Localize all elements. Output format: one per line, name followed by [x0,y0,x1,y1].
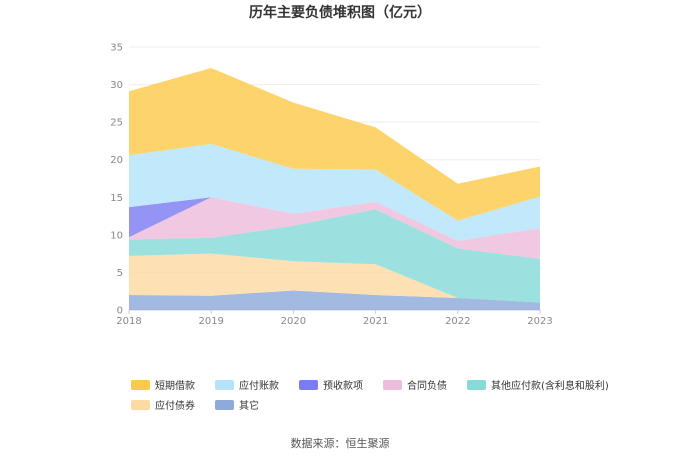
chart-title: 历年主要负债堆积图（亿元） [249,4,431,21]
legend-swatch [131,380,150,390]
legend-label: 其他应付款(含利息和股利) [491,379,609,392]
legend-label: 其它 [239,399,259,412]
data-source-note: 数据来源：恒生聚源 [291,436,390,450]
legend-item[interactable]: 其他应付款(含利息和股利) [467,379,609,392]
y-tick-label: 10 [110,230,123,241]
x-tick-label: 2022 [445,316,470,327]
area-应付债券 [129,253,540,303]
y-tick-label: 15 [110,193,123,204]
legend-item[interactable]: 其它 [215,399,259,412]
x-tick-label: 2020 [281,316,306,327]
y-tick-label: 5 [117,268,123,279]
legend-item[interactable]: 应付账款 [215,379,279,392]
y-tick-label: 20 [110,155,123,166]
legend-label: 应付账款 [239,379,279,392]
legend-label: 短期借款 [155,379,195,392]
legend-swatch [215,380,234,390]
legend-label: 预收款项 [323,379,363,392]
x-tick-label: 2019 [198,316,223,327]
x-tick-label: 2023 [527,316,552,327]
legend-item[interactable]: 预收款项 [299,379,363,392]
legend-item[interactable]: 应付债券 [131,399,195,412]
area-短期借款 [129,68,540,221]
legend-swatch [383,380,402,390]
y-tick-label: 30 [110,80,123,91]
area-series [129,68,540,310]
y-tick-label: 35 [110,43,123,54]
area-其他应付款(含利息和股利) [129,209,540,303]
legend-swatch [215,400,234,410]
x-axis: 2018 2019 2020 2021 2022 2023 [116,310,553,327]
legend-label: 合同负债 [407,379,447,392]
area-其它 [129,290,540,310]
x-tick-label: 2018 [116,316,141,327]
y-tick-label: 0 [117,306,123,317]
legend: 短期借款 应付账款 预收款项 合同负债 其他应付款(含利息和股利) 应付债券 其它 [131,379,609,412]
legend-item[interactable]: 合同负债 [383,379,447,392]
y-tick-label: 25 [110,118,123,129]
y-axis: 0 5 10 15 20 25 30 35 [110,43,123,317]
area-合同负债 [129,197,540,259]
legend-item[interactable]: 短期借款 [131,379,195,392]
legend-label: 应付债券 [155,399,195,412]
legend-swatch [467,380,486,390]
x-tick-label: 2021 [363,316,388,327]
legend-swatch [299,380,318,390]
legend-swatch [131,400,150,410]
area-应付账款 [129,143,540,241]
